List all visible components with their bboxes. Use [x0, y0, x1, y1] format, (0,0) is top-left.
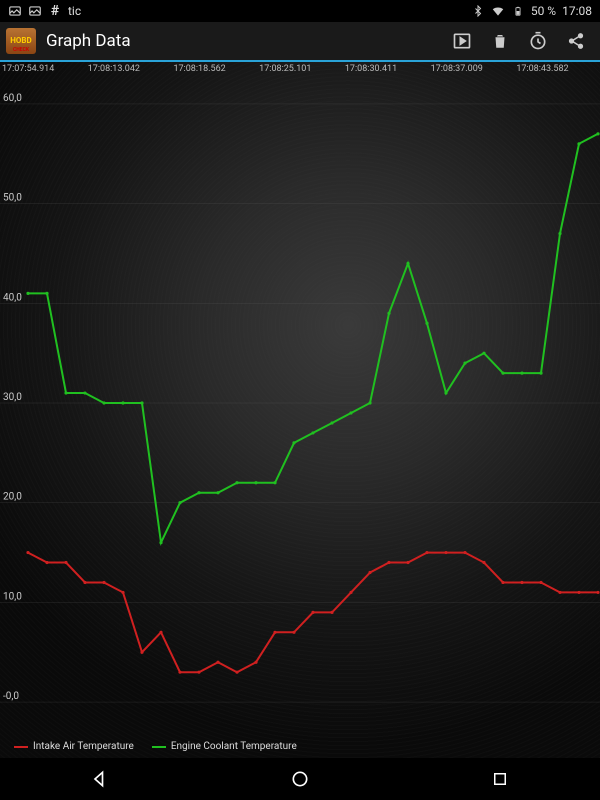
image-icon	[28, 4, 42, 18]
image-icon	[8, 4, 22, 18]
delete-button[interactable]	[490, 31, 510, 51]
y-tick-label: 10,0	[3, 591, 22, 602]
y-tick-label: 40,0	[3, 292, 22, 303]
chart-area[interactable]: 17:07:54.91417:08:13.04217:08:18.56217:0…	[0, 60, 600, 758]
play-button[interactable]	[452, 31, 472, 51]
nav-back-button[interactable]	[89, 768, 111, 790]
legend-label: Intake Air Temperature	[33, 741, 134, 752]
legend-item: Engine Coolant Temperature	[152, 741, 297, 752]
page-title: Graph Data	[46, 31, 131, 51]
status-clock: 17:08	[562, 4, 592, 18]
y-tick-label: 20,0	[3, 492, 22, 503]
android-nav-bar	[0, 758, 600, 800]
bluetooth-icon	[471, 4, 485, 18]
legend-item: Intake Air Temperature	[14, 741, 134, 752]
battery-icon	[511, 4, 525, 18]
app-bar: HOBD Graph Data	[0, 22, 600, 60]
y-tick-label: 60,0	[3, 93, 22, 104]
plot-svg: -0,0 10,0 20,0 30,0 40,0 50,0 60,0	[0, 60, 600, 758]
legend-swatch	[152, 746, 166, 748]
nav-recent-button[interactable]	[489, 768, 511, 790]
y-tick-label: -0,0	[3, 691, 19, 702]
y-tick-label: 50,0	[3, 193, 22, 204]
timer-button[interactable]	[528, 31, 548, 51]
y-tick-label: 30,0	[3, 392, 22, 403]
legend-label: Engine Coolant Temperature	[171, 741, 297, 752]
legend-swatch	[14, 746, 28, 748]
android-status-bar: # tic 50 % 17:08	[0, 0, 600, 22]
app-logo-icon[interactable]: HOBD	[6, 28, 36, 54]
series-line	[28, 134, 598, 543]
status-app-text: tic	[68, 4, 81, 18]
battery-percent: 50 %	[531, 4, 556, 18]
nav-home-button[interactable]	[289, 768, 311, 790]
chart-legend: Intake Air Temperature Engine Coolant Tem…	[14, 741, 297, 752]
share-button[interactable]	[566, 31, 586, 51]
hash-icon: #	[48, 4, 62, 18]
wifi-icon	[491, 4, 505, 18]
